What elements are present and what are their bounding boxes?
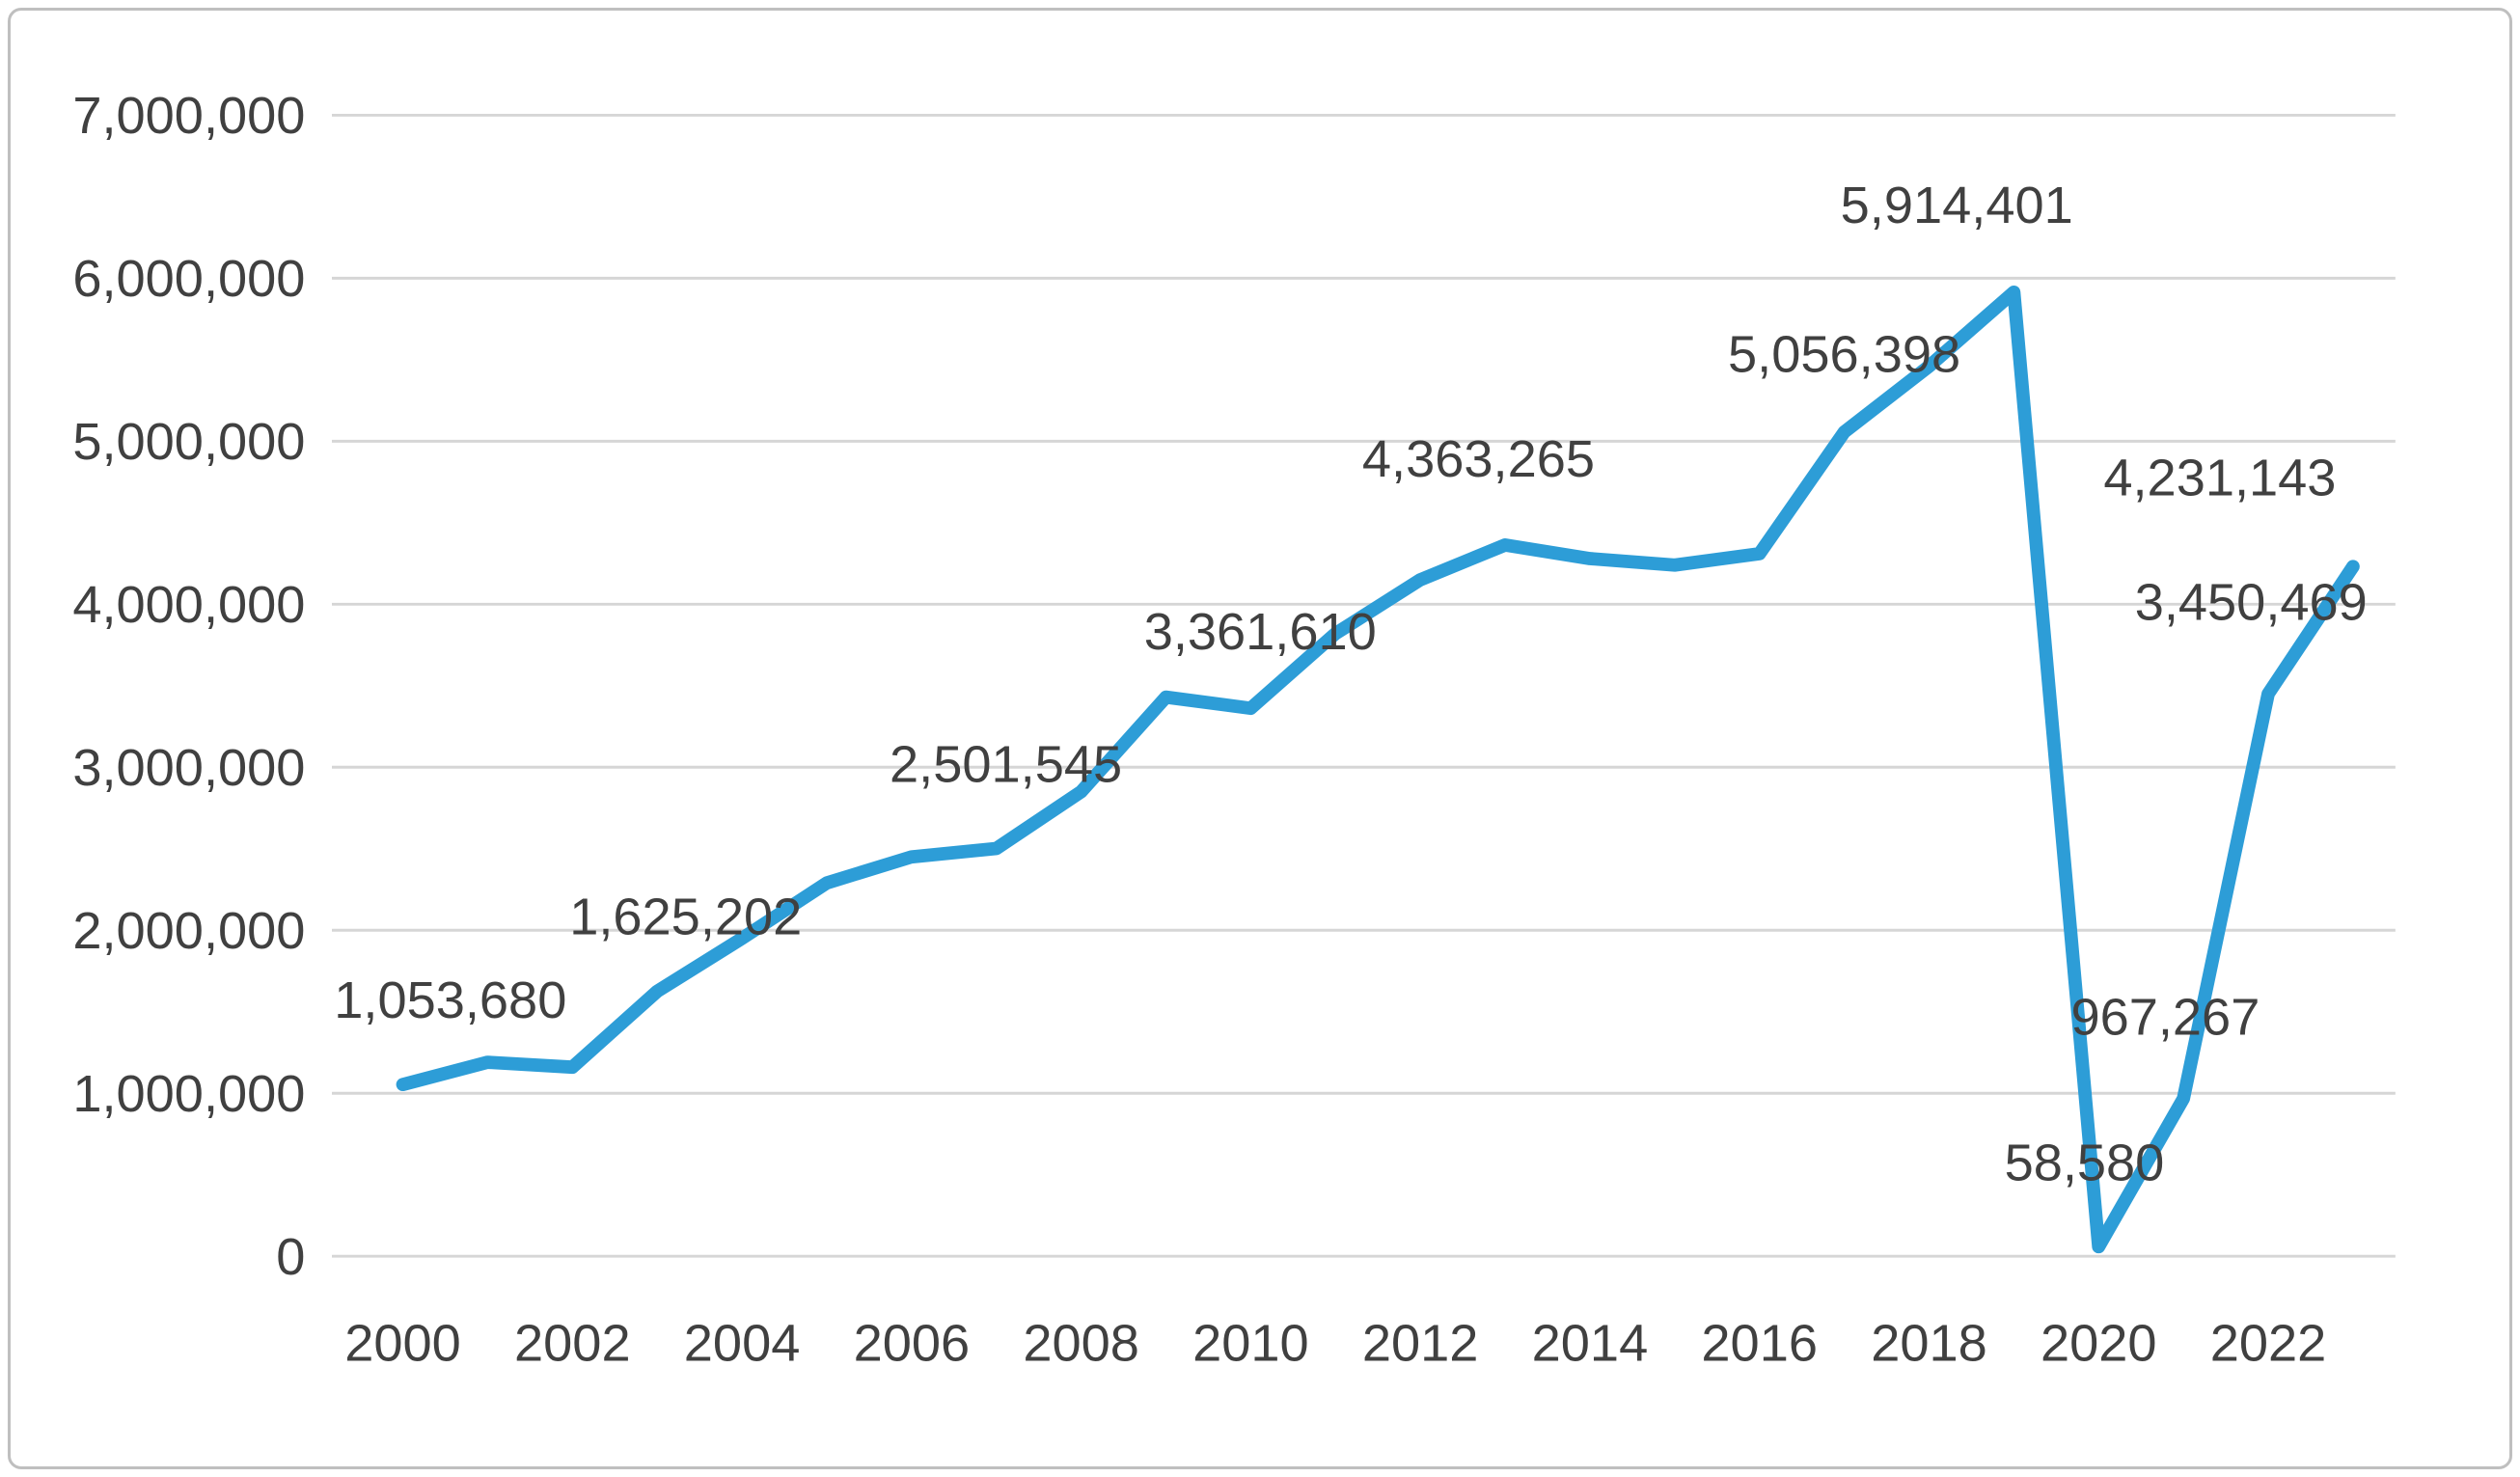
x-axis-tick-label: 2008 [1023, 1315, 1139, 1373]
y-axis-tick-label: 0 [276, 1228, 305, 1286]
data-label: 4,231,143 [2103, 449, 2336, 506]
data-label: 5,056,398 [1728, 326, 1960, 384]
line-chart: 0 1,000,000 2,000,000 3,000,000 4,000,000 5,0… [72, 87, 2396, 1373]
data-series [396, 285, 2360, 1254]
data-label: 2,501,545 [890, 736, 1122, 794]
y-axis-tick-label: 6,000,000 [72, 250, 305, 308]
data-label: 58,580 [2005, 1134, 2165, 1191]
y-axis-tick-label: 3,000,000 [72, 739, 305, 797]
data-series-line [396, 285, 2360, 1254]
data-label: 967,267 [2070, 989, 2260, 1047]
y-axis-tick-label: 7,000,000 [72, 87, 305, 145]
x-axis-tick-label: 2016 [1701, 1315, 1818, 1373]
x-axis-tick-label: 2006 [854, 1315, 971, 1373]
data-label: 5,914,401 [1841, 177, 2073, 234]
data-label: 1,625,202 [569, 888, 802, 945]
y-axis-tick-labels: 0 1,000,000 2,000,000 3,000,000 4,000,000 5,0… [72, 87, 305, 1286]
data-label: 1,053,680 [334, 971, 566, 1029]
y-axis-tick-label: 2,000,000 [72, 902, 305, 960]
x-axis-tick-label: 2002 [514, 1315, 631, 1373]
x-axis-tick-label: 2014 [1532, 1315, 1649, 1373]
data-label: 4,363,265 [1362, 430, 1595, 488]
y-axis-tick-label: 1,000,000 [72, 1065, 305, 1123]
y-axis-tick-label: 5,000,000 [72, 413, 305, 471]
y-axis-tick-label: 4,000,000 [72, 576, 305, 634]
chart-frame: 0 1,000,000 2,000,000 3,000,000 4,000,000 5,0… [8, 8, 2512, 1469]
x-axis-tick-label: 2012 [1362, 1315, 1479, 1373]
data-label: 3,361,610 [1144, 603, 1377, 661]
x-axis-tick-label: 2004 [684, 1315, 801, 1373]
x-axis-tick-label: 2000 [344, 1315, 461, 1373]
x-axis-tick-label: 2010 [1192, 1315, 1309, 1373]
x-axis-tick-label: 2018 [1871, 1315, 1987, 1373]
gridlines [332, 113, 2396, 1258]
data-label: 3,450,469 [2135, 573, 2368, 631]
x-axis-tick-label: 2022 [2210, 1315, 2327, 1373]
x-axis-tick-label: 2020 [2041, 1315, 2157, 1373]
x-axis-tick-labels: 2000 2002 2004 2006 2008 2010 2012 2014 2016 2018… [344, 1315, 2326, 1373]
